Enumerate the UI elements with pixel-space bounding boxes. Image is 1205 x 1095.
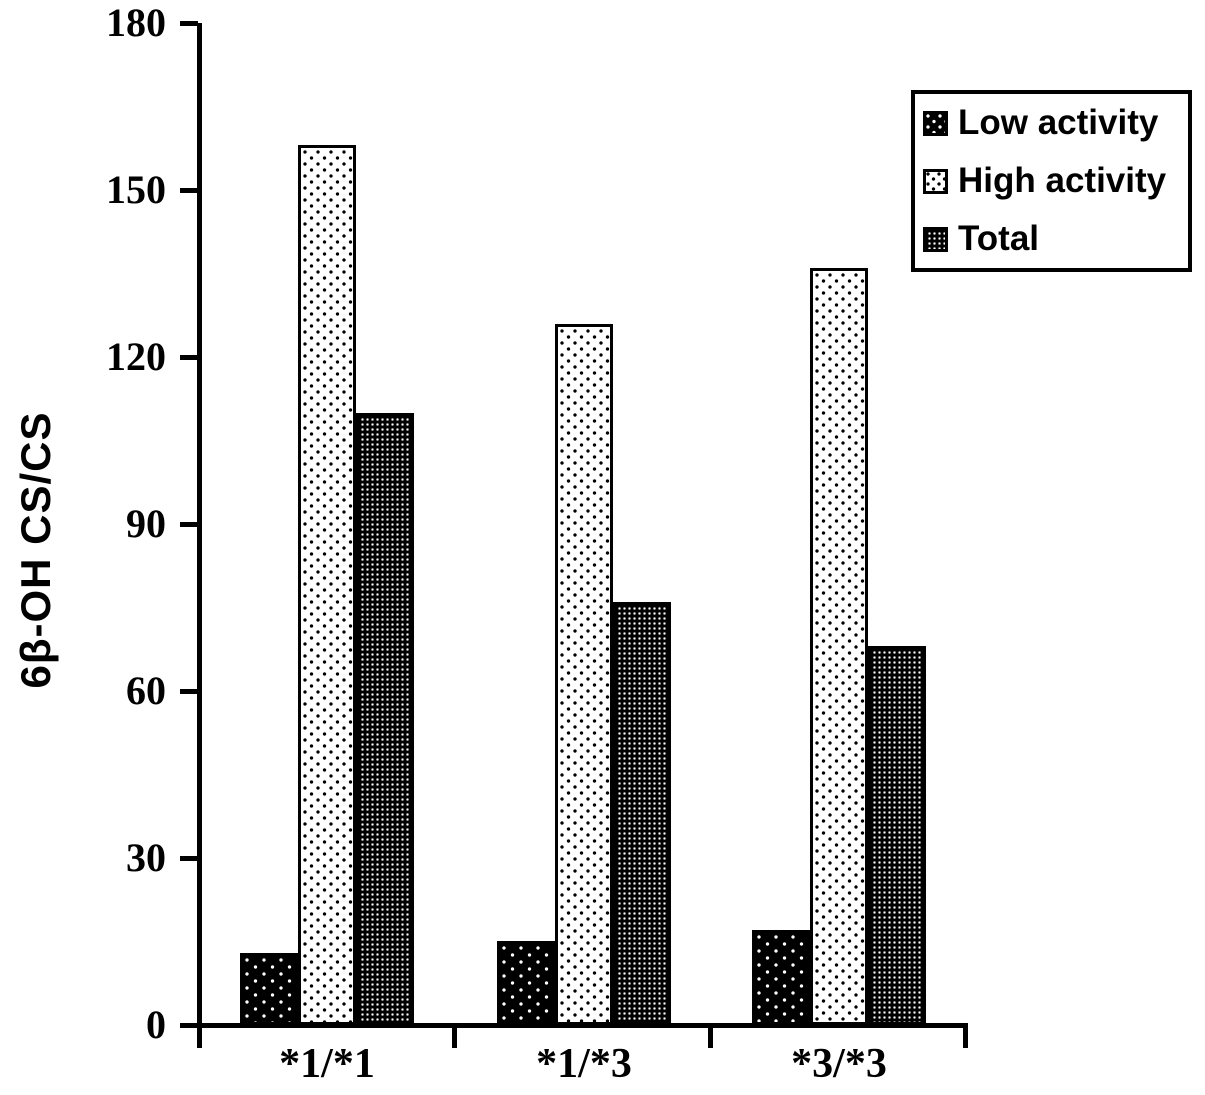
legend: Low activity High activity Total bbox=[911, 90, 1192, 272]
x-axis-tick-1 bbox=[452, 1028, 457, 1048]
y-axis-tick-150 bbox=[180, 188, 198, 193]
y-axis-tick-label-0: 0 bbox=[146, 1002, 166, 1047]
bar-low-activity-1-1 bbox=[240, 953, 298, 1025]
legend-swatch-high-activity-icon bbox=[923, 168, 948, 194]
y-axis-tick-90 bbox=[180, 522, 198, 527]
bar-total-1-1 bbox=[356, 413, 414, 1025]
legend-swatch-total-icon bbox=[923, 226, 948, 252]
y-axis-tick-label-150: 150 bbox=[106, 167, 166, 212]
y-axis-tick-label-30: 30 bbox=[126, 835, 166, 880]
x-axis-category-label-1: *1/*3 bbox=[536, 1041, 632, 1087]
y-axis-tick-label-90: 90 bbox=[126, 501, 166, 546]
bar-low-activity-3-3 bbox=[752, 930, 810, 1025]
bar-high-activity-1-3 bbox=[555, 324, 613, 1025]
y-axis-tick-label-120: 120 bbox=[106, 334, 166, 379]
x-axis-line bbox=[197, 1023, 968, 1028]
y-axis-tick-30 bbox=[180, 856, 198, 861]
y-axis-line bbox=[197, 23, 202, 1028]
x-axis-tick-2 bbox=[708, 1028, 713, 1048]
legend-item-low-activity: Low activity bbox=[923, 94, 1188, 152]
x-axis-category-label-0: *1/*1 bbox=[279, 1041, 375, 1087]
bar-total-1-3 bbox=[613, 602, 671, 1025]
legend-label-high-activity: High activity bbox=[958, 161, 1167, 200]
x-axis-tick-3 bbox=[963, 1028, 968, 1048]
y-axis-tick-180 bbox=[180, 21, 198, 26]
x-axis-category-label-2: *3/*3 bbox=[791, 1041, 887, 1087]
legend-label-low-activity: Low activity bbox=[958, 103, 1159, 142]
y-axis-tick-label-60: 60 bbox=[126, 668, 166, 713]
y-axis-tick-60 bbox=[180, 689, 198, 694]
y-axis-title: 6β-OH CS/CS bbox=[12, 411, 59, 689]
legend-swatch-low-activity-icon bbox=[923, 110, 948, 136]
bar-high-activity-3-3 bbox=[810, 268, 868, 1025]
y-axis-tick-label-180: 180 bbox=[106, 0, 166, 45]
bar-high-activity-1-1 bbox=[298, 145, 356, 1025]
legend-item-high-activity: High activity bbox=[923, 152, 1188, 210]
legend-item-total: Total bbox=[923, 210, 1188, 268]
y-axis-tick-0 bbox=[180, 1023, 198, 1028]
legend-label-total: Total bbox=[958, 219, 1040, 258]
bar-total-3-3 bbox=[868, 646, 926, 1025]
x-axis-tick-0 bbox=[197, 1028, 202, 1048]
y-axis-tick-120 bbox=[180, 355, 198, 360]
bar-low-activity-1-3 bbox=[497, 941, 555, 1025]
